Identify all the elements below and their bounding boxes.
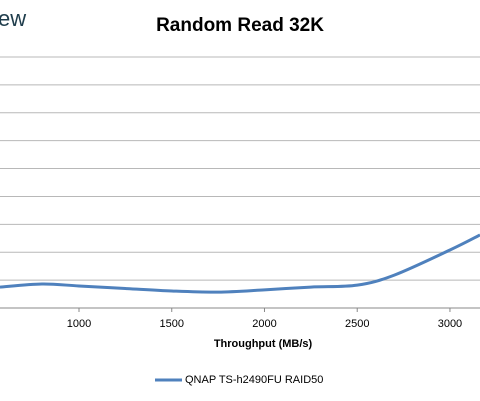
x-tick-label: 3000	[438, 318, 462, 330]
legend-label: QNAP TS-h2490FU RAID50	[185, 374, 323, 386]
x-tick-label: 2000	[252, 318, 276, 330]
x-axis-label: Throughput (MB/s)	[214, 338, 313, 350]
logo: ew	[0, 6, 26, 31]
chart-title: Random Read 32K	[156, 15, 324, 36]
x-tick-label: 2500	[345, 318, 369, 330]
series-line	[0, 233, 480, 294]
x-tick-label: 1000	[67, 318, 91, 330]
x-tick-label: 1500	[160, 318, 184, 330]
